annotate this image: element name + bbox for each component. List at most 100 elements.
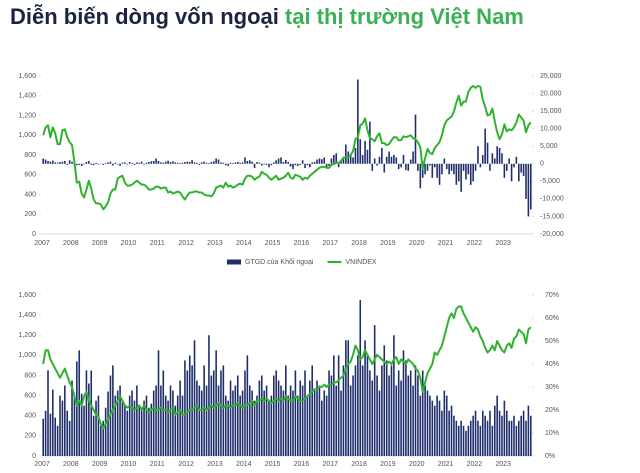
- bar: [357, 355, 359, 456]
- bar: [104, 407, 107, 456]
- bar: [345, 144, 347, 164]
- x-tick-label: 2008: [63, 240, 79, 247]
- bar: [390, 365, 393, 456]
- y-tick-label: 1,000: [18, 352, 36, 359]
- bar: [419, 395, 422, 456]
- bar: [76, 361, 78, 456]
- bar: [527, 405, 530, 456]
- bar: [227, 400, 229, 456]
- y2-tick-label: -20,000: [540, 231, 564, 238]
- bar: [323, 157, 326, 164]
- bar: [412, 385, 414, 456]
- bar: [323, 390, 326, 456]
- bar: [441, 410, 443, 456]
- bar: [83, 405, 85, 456]
- bar: [450, 163, 453, 171]
- y2-tick-label: 10,000: [540, 126, 562, 133]
- y-tick-label: 800: [24, 152, 36, 159]
- bar: [369, 370, 371, 456]
- bar: [205, 385, 208, 456]
- bar: [424, 385, 426, 456]
- bar: [121, 162, 124, 164]
- x-tick-label: 2011: [150, 461, 165, 468]
- bar: [505, 410, 508, 456]
- bar: [138, 405, 141, 456]
- bar: [102, 420, 105, 456]
- bar: [311, 162, 314, 164]
- bar: [373, 158, 376, 164]
- bar: [44, 159, 47, 164]
- bar: [472, 415, 474, 456]
- bar: [287, 395, 289, 456]
- bar: [47, 370, 49, 456]
- x-tick-label: 2021: [438, 461, 454, 468]
- legend-label: VNINDEX: [345, 259, 376, 266]
- y-tick-label: 800: [24, 372, 36, 379]
- bar: [400, 163, 402, 168]
- bar: [280, 385, 282, 456]
- bar: [227, 163, 229, 166]
- bar: [385, 360, 388, 456]
- bar: [306, 163, 309, 166]
- bar: [530, 163, 532, 210]
- bar: [383, 345, 386, 456]
- bar: [270, 163, 273, 166]
- bar: [155, 158, 157, 164]
- bar: [258, 162, 261, 164]
- x-tick-label: 2007: [34, 461, 50, 468]
- bar: [443, 158, 446, 164]
- bar: [277, 158, 280, 164]
- bar: [73, 395, 76, 456]
- bar: [160, 385, 162, 456]
- bar: [285, 159, 287, 164]
- bar: [176, 162, 179, 164]
- bar: [251, 390, 253, 456]
- y-tick-label: 0: [32, 231, 36, 238]
- bar: [167, 400, 169, 456]
- bar: [443, 390, 446, 456]
- bar: [484, 128, 486, 164]
- bar: [241, 162, 244, 164]
- bar: [366, 149, 369, 164]
- x-tick-label: 2019: [380, 240, 396, 247]
- bar: [162, 162, 165, 164]
- bar: [263, 163, 265, 165]
- bar: [92, 163, 95, 166]
- bar: [299, 380, 302, 456]
- bar: [71, 161, 73, 164]
- bar: [474, 163, 477, 171]
- bar: [236, 162, 239, 164]
- bar: [342, 156, 345, 164]
- bar: [289, 385, 292, 456]
- bar: [66, 163, 69, 165]
- bar: [354, 365, 357, 456]
- y2-tick-label: -5,000: [540, 178, 560, 185]
- bar: [152, 390, 155, 456]
- x-tick-label: 2018: [351, 240, 367, 247]
- bar: [188, 162, 191, 164]
- y-tick-label: 1,600: [18, 292, 36, 299]
- bar: [309, 380, 311, 456]
- bar: [119, 385, 121, 456]
- bar: [191, 160, 193, 164]
- bar: [47, 160, 49, 164]
- bar: [54, 162, 57, 164]
- y-tick-label: 1,000: [18, 132, 36, 139]
- bar: [510, 420, 513, 456]
- bar: [457, 163, 460, 182]
- line: [42, 84, 532, 211]
- bar: [145, 395, 148, 456]
- bar: [196, 162, 198, 164]
- bar: [395, 157, 398, 164]
- bar: [412, 151, 414, 164]
- bar: [52, 160, 54, 164]
- y2-tick-label: 5,000: [540, 143, 558, 150]
- bar: [107, 391, 109, 456]
- bar: [256, 162, 258, 164]
- x-tick-label: 2014: [236, 240, 252, 247]
- bar: [64, 160, 66, 164]
- bar: [232, 163, 234, 164]
- bar: [359, 300, 362, 456]
- bar: [124, 162, 126, 164]
